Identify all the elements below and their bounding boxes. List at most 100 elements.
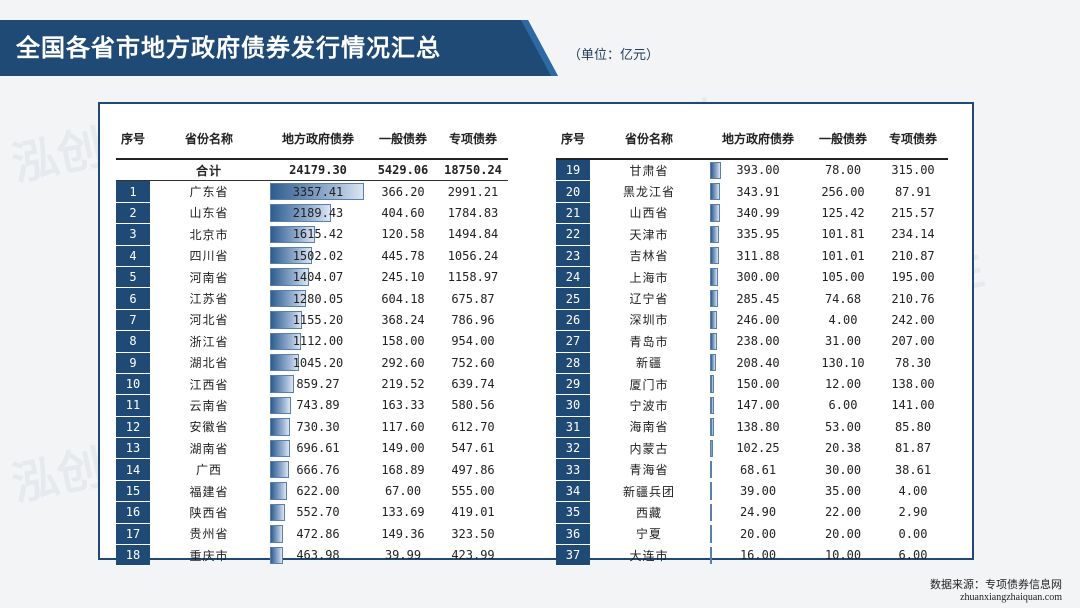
- row-province: 西藏: [635, 505, 662, 520]
- row-index: 30: [556, 394, 590, 417]
- row-total-bonds: 730.30: [268, 416, 368, 437]
- row-total-bonds: 552.70: [268, 502, 368, 523]
- table-row: 2 山东省 2189.43 404.60 1784.83: [116, 202, 508, 225]
- row-index: 15: [116, 480, 150, 503]
- col-header-total: 地方政府债券: [708, 118, 808, 160]
- row-special-bonds: 78.30: [894, 355, 932, 370]
- row-province: 海南省: [629, 420, 669, 435]
- total-bar: [710, 460, 712, 479]
- row-special-bonds: 1494.84: [447, 227, 499, 242]
- row-special-bonds: 87.91: [894, 184, 932, 199]
- total-value: 68.61: [739, 462, 777, 477]
- total-value: 16.00: [739, 548, 777, 563]
- row-index: 27: [556, 330, 590, 353]
- row-special-bonds: 81.87: [894, 441, 932, 456]
- row-total-bonds: 208.40: [708, 352, 808, 373]
- table-row: 4 四川省 1502.02 445.78 1056.24: [116, 245, 508, 267]
- total-bar: [270, 268, 310, 286]
- total-bar: [710, 354, 716, 372]
- row-index: 12: [116, 416, 150, 439]
- row-general-bonds: 6.00: [828, 398, 858, 413]
- row-general-bonds: 158.00: [381, 334, 425, 349]
- row-general-bonds: 67.00: [384, 484, 422, 499]
- row-province: 深圳市: [629, 313, 669, 328]
- total-value: 393.00: [736, 163, 780, 178]
- row-special-bonds: 2991.21: [447, 184, 499, 199]
- row-province: 甘肃省: [629, 163, 669, 178]
- row-general-bonds: 256.00: [821, 184, 865, 199]
- row-special-bonds: 210.87: [891, 248, 935, 263]
- row-index: 10: [116, 373, 150, 396]
- row-total-bonds: 472.86: [268, 523, 368, 544]
- total-bar: [270, 225, 316, 244]
- row-special-bonds: 38.61: [894, 462, 932, 477]
- row-special-bonds: 675.87: [451, 291, 495, 306]
- row-index: 26: [556, 309, 590, 332]
- total-bar: [270, 375, 295, 393]
- row-general-bonds: 101.01: [821, 248, 865, 263]
- row-general-bonds: 20.38: [824, 441, 862, 456]
- total-bar: [710, 289, 718, 308]
- row-general-bonds: 53.00: [824, 419, 862, 434]
- table-row: 19 甘肃省 393.00 78.00 315.00: [556, 160, 948, 182]
- total-value: 39.00: [739, 484, 777, 499]
- total-value: 1502.02: [292, 248, 344, 263]
- source-url: zhuanxiangzhaiquan.com: [960, 592, 1062, 603]
- row-province: 福建省: [189, 484, 229, 499]
- row-index: 5: [116, 266, 150, 289]
- source-label: 数据来源：专项债券信息网: [930, 578, 1062, 591]
- row-special-bonds: 419.01: [451, 505, 495, 520]
- row-special-bonds: 1056.24: [447, 248, 499, 263]
- col-header-special: 专项债券: [438, 118, 508, 160]
- row-total-bonds: 1404.07: [268, 266, 368, 287]
- row-special-bonds: 242.00: [891, 312, 935, 327]
- table-header-row: 序号 省份名称 地方政府债券 一般债券 专项债券: [116, 118, 508, 160]
- row-province: 宁夏: [635, 527, 662, 542]
- total-bonds: 24179.30: [268, 159, 368, 182]
- table-row: 5 河南省 1404.07 245.10 1158.97: [116, 266, 508, 289]
- table-row: 6 江苏省 1280.05 604.18 675.87: [116, 287, 508, 310]
- table-row: 21 山西省 340.99 125.42 215.57: [556, 202, 948, 225]
- row-total-bonds: 463.98: [268, 545, 368, 566]
- total-bar: [270, 332, 302, 351]
- total-bar: [710, 247, 719, 265]
- total-bar: [710, 418, 714, 436]
- col-header-total: 地方政府债券: [268, 118, 368, 160]
- table-row: 25 辽宁省 285.45 74.68 210.76: [556, 287, 948, 310]
- row-general-bonds: 125.42: [821, 205, 865, 220]
- total-value: 666.76: [296, 462, 340, 477]
- row-province: 江苏省: [189, 292, 229, 307]
- row-general-bonds: 366.20: [381, 184, 425, 199]
- total-bar: [270, 311, 303, 329]
- total-general: 5429.06: [368, 159, 438, 182]
- row-province: 大连市: [629, 548, 669, 563]
- total-value: 1155.20: [292, 312, 344, 327]
- row-total-bonds: 2189.43: [268, 202, 368, 223]
- total-value: 2189.43: [292, 205, 344, 220]
- row-province: 上海市: [629, 270, 669, 285]
- total-value: 246.00: [736, 312, 780, 327]
- row-general-bonds: 101.81: [821, 227, 865, 242]
- row-index: 23: [556, 245, 590, 267]
- row-special-bonds: 195.00: [891, 270, 935, 285]
- total-value: 102.25: [736, 441, 780, 456]
- row-special-bonds: 207.00: [891, 334, 935, 349]
- row-total-bonds: 147.00: [708, 395, 808, 416]
- table-row: 33 青海省 68.61 30.00 38.61: [556, 458, 948, 481]
- row-special-bonds: 215.57: [891, 205, 935, 220]
- table-row: 12 安徽省 730.30 117.60 612.70: [116, 416, 508, 439]
- table-row: 34 新疆兵团 39.00 35.00 4.00: [556, 480, 948, 503]
- row-province: 山东省: [189, 206, 229, 221]
- total-bar: [710, 311, 717, 329]
- row-index: 13: [116, 437, 150, 460]
- total-value: 208.40: [736, 355, 780, 370]
- row-index: 6: [116, 287, 150, 310]
- unit-label: （单位：亿元）: [568, 48, 660, 63]
- row-index: 25: [556, 287, 590, 310]
- total-bar: [270, 546, 283, 564]
- total-value: 343.91: [736, 184, 780, 199]
- row-province: 天津市: [629, 227, 669, 242]
- row-total-bonds: 743.89: [268, 395, 368, 416]
- row-total-bonds: 859.27: [268, 373, 368, 394]
- row-total-bonds: 1045.20: [268, 352, 368, 373]
